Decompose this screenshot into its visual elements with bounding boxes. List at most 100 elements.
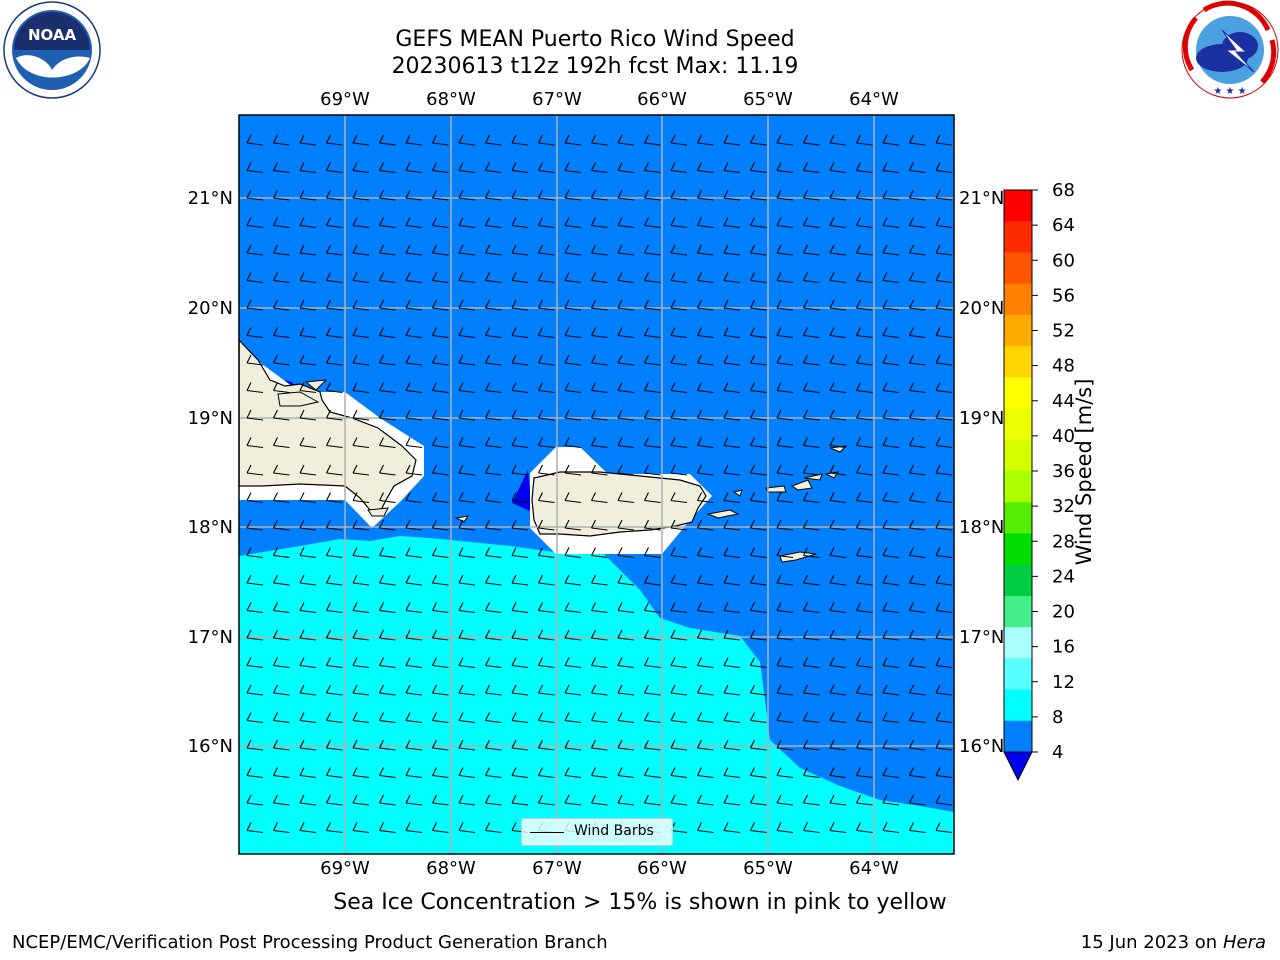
wind-barb xyxy=(405,739,423,751)
wind-barb xyxy=(856,162,873,174)
wind-barb xyxy=(511,629,529,641)
wind-barb xyxy=(882,684,900,696)
wind-barb xyxy=(352,437,370,449)
wind-barb xyxy=(246,327,264,339)
colorbar-tick-label: 40 xyxy=(1052,426,1075,447)
wind-barb xyxy=(352,739,370,751)
wind-barb xyxy=(935,767,953,779)
wind-barb xyxy=(617,244,635,256)
colorbar-segment xyxy=(1004,564,1032,597)
wind-barb xyxy=(750,547,767,559)
wind-barb xyxy=(644,794,661,806)
wind-barb xyxy=(485,162,502,174)
lon-label: 66°W xyxy=(637,858,687,879)
wind-barb xyxy=(405,519,423,531)
lat-label: 19°N xyxy=(959,408,1004,429)
wind-barb xyxy=(909,272,926,284)
wind-barb xyxy=(617,492,635,504)
wind-barb xyxy=(432,134,449,146)
wind-barb xyxy=(564,684,582,696)
wind-barb xyxy=(829,272,847,284)
colorbar-tick-label: 32 xyxy=(1052,496,1075,517)
wind-barb xyxy=(352,134,370,146)
wind-barb xyxy=(935,437,953,449)
footer-branch: NCEP/EMC/Verification Post Processing Pr… xyxy=(12,932,608,953)
wind-barb xyxy=(803,437,820,449)
wind-barb xyxy=(776,712,794,724)
wind-barb xyxy=(776,767,794,779)
wind-barb xyxy=(829,162,847,174)
wind-barb xyxy=(776,327,794,339)
wind-barb xyxy=(697,602,714,614)
footer-date-text: 15 Jun 2023 on xyxy=(1080,932,1218,953)
wind-barb xyxy=(697,354,714,366)
lon-label: 65°W xyxy=(743,89,793,110)
wind-barb xyxy=(326,437,343,449)
wind-barb xyxy=(644,134,661,146)
wind-barb xyxy=(935,244,953,256)
wind-barb xyxy=(882,189,900,201)
wind-barb xyxy=(326,739,343,751)
wind-barb xyxy=(617,382,635,394)
wind-barb xyxy=(485,382,502,394)
wind-barb xyxy=(697,437,714,449)
wind-barb xyxy=(432,354,449,366)
wind-barb xyxy=(299,327,317,339)
wind-barb xyxy=(273,684,290,696)
wind-barb xyxy=(617,602,635,614)
wind-barb xyxy=(246,822,264,834)
wind-barb xyxy=(379,602,396,614)
wind-barb xyxy=(458,767,476,779)
colorbar-tick-label: 12 xyxy=(1052,672,1075,693)
wind-barb xyxy=(273,629,290,641)
wind-barb xyxy=(776,794,794,806)
wind-barb xyxy=(379,299,396,311)
wind-barb xyxy=(882,217,900,229)
wind-barb xyxy=(299,629,317,641)
wind-barb xyxy=(485,739,502,751)
wind-barb xyxy=(564,657,582,669)
wind-barb xyxy=(432,272,449,284)
wind-barb xyxy=(670,464,688,476)
wind-barb xyxy=(405,299,423,311)
wind-barb xyxy=(591,409,608,421)
wind-barb xyxy=(352,244,370,256)
wind-barb xyxy=(909,354,926,366)
wind-barb xyxy=(299,409,317,421)
wind-barb xyxy=(379,217,396,229)
wind-barb xyxy=(352,712,370,724)
wind-barb xyxy=(511,464,529,476)
wind-barb xyxy=(644,437,661,449)
wind-barb xyxy=(485,574,502,586)
wind-barb xyxy=(697,189,714,201)
wind-barb xyxy=(803,739,820,751)
wind-barb xyxy=(485,684,502,696)
wind-barb xyxy=(935,684,953,696)
wind-barb xyxy=(829,409,847,421)
wind-barb xyxy=(564,794,582,806)
wind-barb xyxy=(485,134,502,146)
wind-barb xyxy=(511,739,529,751)
wind-barb xyxy=(723,162,741,174)
wind-barb xyxy=(909,657,926,669)
wind-barb xyxy=(405,354,423,366)
wind-barb xyxy=(670,684,688,696)
wind-barb xyxy=(803,492,820,504)
wind-barb xyxy=(644,327,661,339)
wind-barb xyxy=(670,602,688,614)
colorbar-tick-label: 20 xyxy=(1052,602,1075,623)
wind-barb xyxy=(273,189,290,201)
wind-barb xyxy=(299,134,317,146)
wind-barb xyxy=(485,327,502,339)
wind-barb xyxy=(617,299,635,311)
wind-barb xyxy=(856,822,873,834)
wind-barb xyxy=(591,767,608,779)
wind-barb xyxy=(352,492,370,504)
wind-barb xyxy=(246,547,264,559)
wind-barb xyxy=(803,409,820,421)
wind-barb xyxy=(326,382,343,394)
wind-barb xyxy=(617,574,635,586)
wind-barb xyxy=(856,547,873,559)
wind-barb xyxy=(405,217,423,229)
wind-barb xyxy=(723,547,741,559)
